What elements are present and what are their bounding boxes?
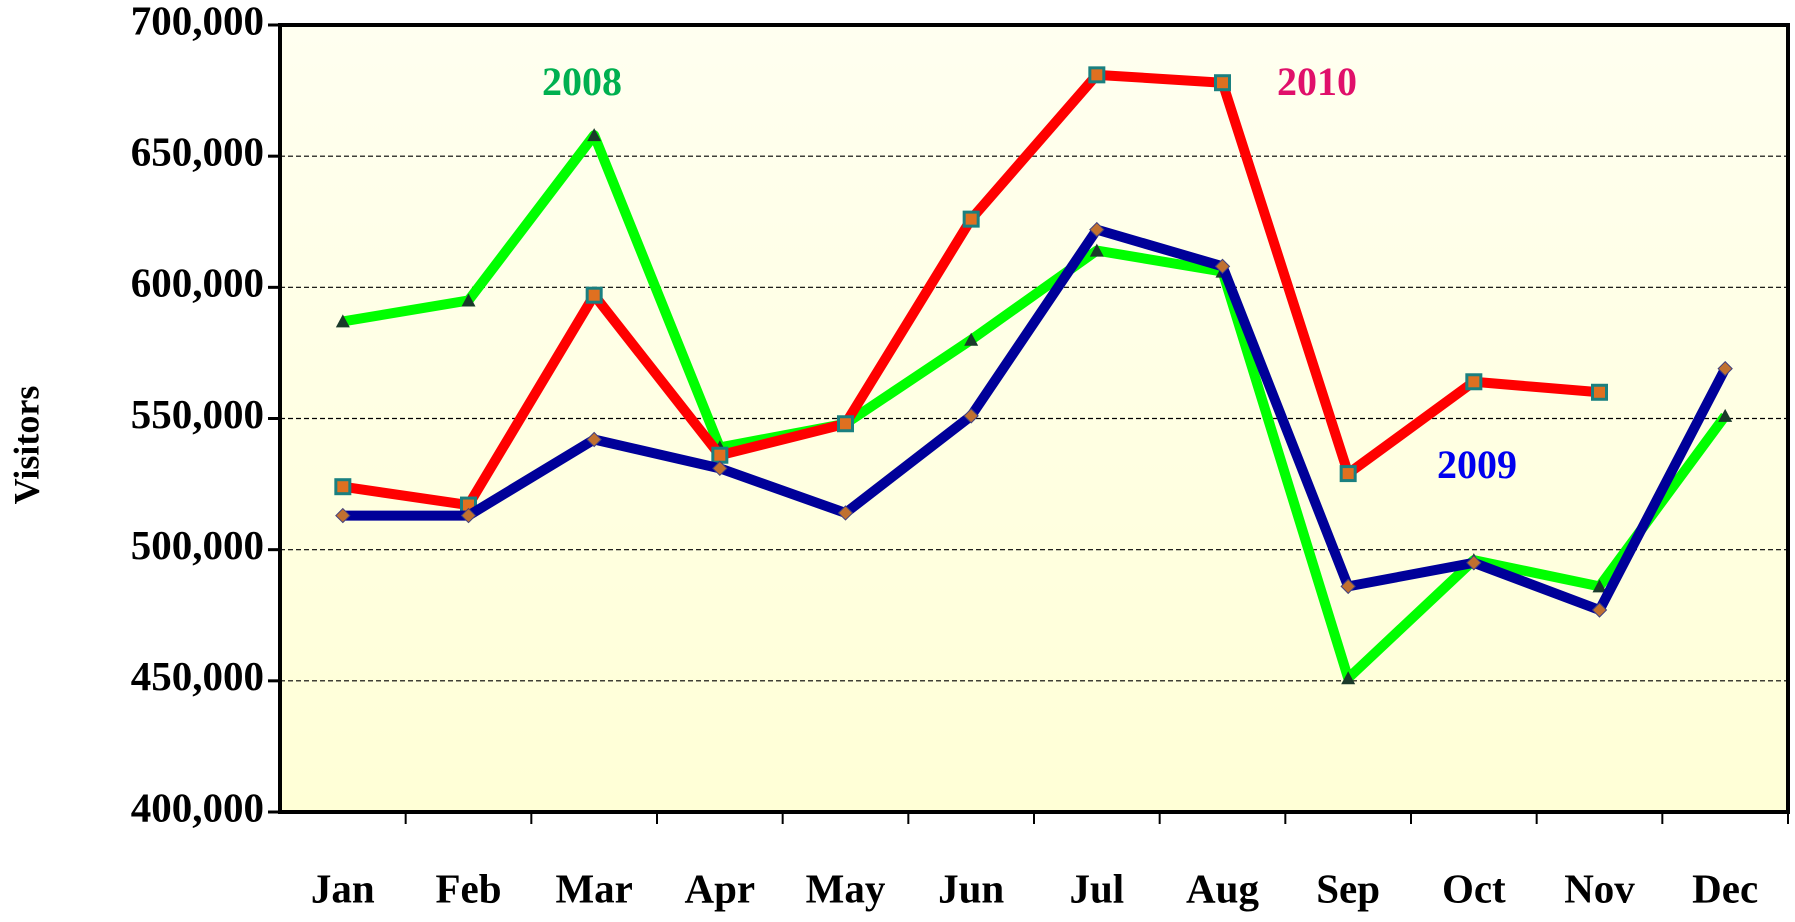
series-line	[342, 130, 1730, 684]
y-tick-label: 600,000	[131, 260, 264, 306]
x-tick-label: Sep	[1316, 865, 1380, 911]
x-tick-label: Jul	[1069, 865, 1124, 911]
marker-square	[837, 415, 854, 433]
series-label: 2008	[542, 59, 622, 104]
marker-square	[1591, 383, 1608, 401]
marker-diamond	[712, 460, 728, 477]
marker-diamond	[586, 431, 602, 448]
marker-triangle	[335, 314, 350, 328]
x-tick-label: Dec	[1692, 865, 1758, 911]
marker-square	[711, 446, 729, 464]
y-tick-label: 400,000	[131, 784, 264, 830]
marker-square	[334, 478, 352, 496]
marker-diamond	[1717, 360, 1733, 377]
x-tick-label: Oct	[1442, 865, 1506, 911]
series-line	[342, 224, 1730, 616]
marker-diamond	[837, 505, 854, 521]
series	[334, 66, 1608, 514]
y-tick-label: 450,000	[131, 653, 264, 699]
y-tick-label: 500,000	[131, 522, 264, 568]
marker-square	[1214, 74, 1231, 92]
marker-triangle	[461, 293, 476, 307]
series-label: 2009	[1437, 442, 1517, 487]
marker-diamond	[1340, 578, 1356, 595]
x-tick-label: Apr	[685, 865, 756, 911]
marker-square	[585, 286, 603, 304]
marker-diamond	[460, 507, 477, 524]
y-tick-label: 650,000	[131, 129, 264, 175]
marker-diamond	[1591, 602, 1608, 618]
x-tick-label: May	[806, 865, 886, 911]
x-tick-label: Jun	[938, 865, 1004, 911]
series-label: 2010	[1277, 59, 1357, 104]
x-tick-label: Jan	[311, 865, 375, 911]
y-tick-label: 700,000	[131, 0, 264, 43]
marker-square	[1088, 66, 1106, 84]
marker-diamond	[1089, 221, 1105, 238]
marker-diamond	[335, 507, 351, 524]
marker-diamond	[963, 408, 979, 424]
marker-square	[962, 210, 980, 228]
x-tick-label: Mar	[555, 865, 632, 911]
y-axis-label: Visitors	[6, 386, 46, 505]
marker-triangle	[1592, 579, 1607, 593]
x-tick-label: Nov	[1564, 865, 1635, 911]
marker-triangle	[964, 332, 979, 346]
marker-square	[1339, 465, 1357, 483]
marker-triangle	[1089, 243, 1104, 257]
y-tick-label: 550,000	[131, 391, 264, 437]
marker-diamond	[1214, 258, 1231, 275]
series	[335, 221, 1733, 618]
marker-diamond	[1466, 555, 1482, 571]
marker-square	[1465, 373, 1483, 391]
marker-triangle	[1718, 408, 1733, 422]
marker-triangle	[587, 128, 602, 142]
marker-triangle	[1341, 671, 1356, 685]
x-tick-label: Aug	[1186, 865, 1259, 911]
x-tick-label: Feb	[435, 865, 501, 911]
